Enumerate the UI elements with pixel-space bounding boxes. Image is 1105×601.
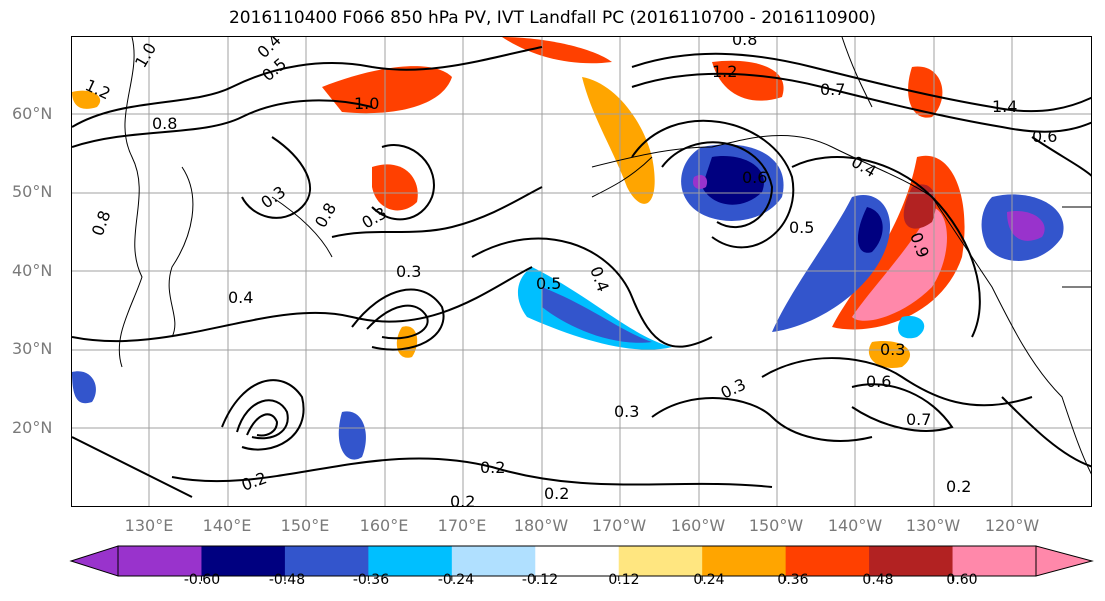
contour-label: 0.2 <box>450 492 475 507</box>
chart-title: 2016110400 F066 850 hPa PV, IVT Landfall… <box>228 8 876 28</box>
colorbar-tick-label: 0.24 <box>693 572 725 588</box>
colorbar-tick-label: -0.48 <box>268 572 306 588</box>
colorbar-tick-label: -0.60 <box>183 572 221 588</box>
contour-label: 0.5 <box>789 218 814 237</box>
lon-label-170w: 170°W <box>591 516 647 535</box>
colorbar-tickmarks <box>200 576 954 581</box>
graticule <box>72 37 1091 506</box>
pv-positive-blob-siberia <box>322 66 452 114</box>
pv-positive-blob-alaska-north <box>712 60 784 101</box>
colorbar-segments <box>69 545 1094 577</box>
contour-label: 1.2 <box>712 62 737 81</box>
lat-label-40n: 40°N <box>12 261 53 280</box>
pv-positive-core-northeast-pacific <box>852 207 947 321</box>
contour-label: 0.2 <box>480 458 505 477</box>
pv-negative-blob-mid-east <box>897 316 925 339</box>
lon-label-160w: 160°W <box>670 516 726 535</box>
contour-label: 0.8 <box>732 37 757 49</box>
contour-label: 1.0 <box>354 94 379 113</box>
colorbar-tick-label: 0.48 <box>862 572 894 588</box>
coastlines <box>118 37 1091 475</box>
contour-label: 0.3 <box>396 262 421 281</box>
colorbar-tick-label: -0.12 <box>521 572 559 588</box>
lon-label-140e: 140°E <box>202 516 252 535</box>
colorbar-extend-low <box>69 545 119 577</box>
contour-label: 0.6 <box>1032 127 1057 146</box>
contour-label: 0.2 <box>239 468 269 495</box>
pv-positive-blob-alaska <box>582 77 655 204</box>
pv-shading <box>72 37 1064 460</box>
pv-positive-blob-western-north <box>502 37 612 64</box>
contour-label: 0.4 <box>228 288 253 307</box>
colorbar-extend-high <box>1035 545 1094 577</box>
pv-contours <box>72 46 1091 498</box>
colorbar-tick-label: 0.12 <box>608 572 640 588</box>
pv-negative-arc-central <box>517 267 672 350</box>
lon-label-140w: 140°W <box>827 516 883 535</box>
contour-label: 0.4 <box>586 264 613 294</box>
lon-label-170e: 170°E <box>437 516 487 535</box>
lon-label-160e: 160°E <box>359 516 409 535</box>
pv-negative-arc-east-core <box>857 207 883 253</box>
map-panel: 1.0 0.4 1.2 0.5 0.8 1.0 0.8 0.3 0.3 0.4 … <box>71 36 1092 507</box>
lon-label-130w: 130°W <box>905 516 961 535</box>
map-svg: 1.0 0.4 1.2 0.5 0.8 1.0 0.8 0.3 0.3 0.4 … <box>72 37 1091 507</box>
contour-label: 0.8 <box>88 208 115 238</box>
colorbar-tick-label: -0.24 <box>437 572 475 588</box>
contour-label: 0.7 <box>820 80 845 99</box>
pv-negative-blob-west-edge <box>72 371 96 404</box>
colorbar-outline <box>117 545 1037 577</box>
lat-label-60n: 60°N <box>12 104 53 123</box>
contour-label: 0.6 <box>866 372 891 391</box>
pv-positive-blob-subtropical <box>396 326 418 358</box>
contour-label: 1.0 <box>131 39 160 71</box>
pv-negative-core-purple <box>692 175 708 189</box>
lat-label-30n: 30°N <box>12 339 53 358</box>
lon-label-130e: 130°E <box>124 516 174 535</box>
pv-negative-blob-subtropical-west <box>338 411 366 460</box>
contour-label: 0.8 <box>152 114 177 133</box>
pv-negative-arc-central-inner <box>542 287 652 343</box>
pv-positive-blob-gulf <box>903 184 936 229</box>
lat-label-50n: 50°N <box>12 182 53 201</box>
contour-label: 0.2 <box>946 477 971 496</box>
colorbar-tick-label: -0.36 <box>352 572 390 588</box>
contour-label: 1.4 <box>992 97 1017 116</box>
contour-label: 0.2 <box>544 484 569 503</box>
pv-positive-blob-kamchatka <box>372 164 418 211</box>
contour-label: 0.3 <box>614 402 639 421</box>
lat-label-20n: 20°N <box>12 418 53 437</box>
pv-positive-blob-east-sub <box>868 341 911 368</box>
lon-label-180w: 180°W <box>513 516 569 535</box>
contour-label: 0.5 <box>536 274 561 293</box>
lon-label-120w: 120°W <box>984 516 1040 535</box>
lon-label-150e: 150°E <box>280 516 330 535</box>
colorbar-tick-label: 0.36 <box>777 572 809 588</box>
pv-positive-blob-west-north <box>72 90 101 109</box>
lon-label-150w: 150°W <box>748 516 804 535</box>
contour-label: 0.3 <box>880 340 905 359</box>
pv-negative-east-coast-core <box>1007 211 1045 241</box>
colorbar-tick-label: 0.60 <box>946 572 978 588</box>
contour-label: 0.8 <box>311 199 340 231</box>
contour-label: 0.6 <box>742 168 767 187</box>
contour-label: 0.7 <box>906 410 931 429</box>
contour-label: 0.3 <box>257 182 289 212</box>
